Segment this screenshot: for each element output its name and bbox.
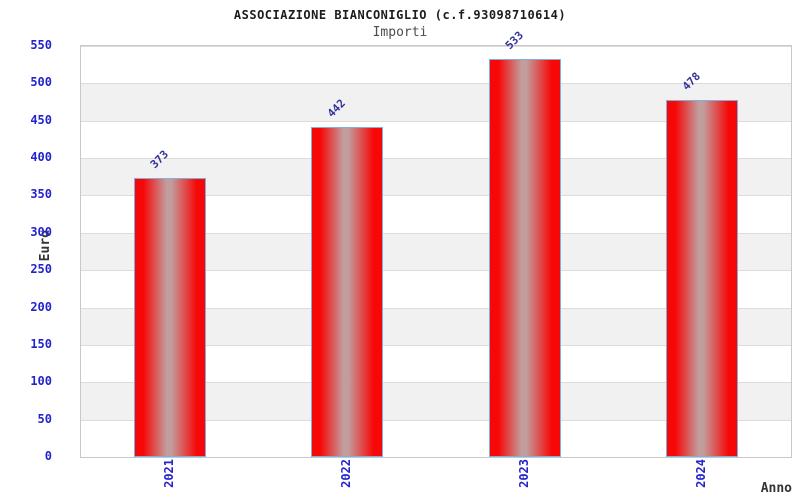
y-tick-label: 100 bbox=[30, 374, 52, 389]
y-tick-label: 550 bbox=[30, 38, 52, 52]
x-axis-label: Anno bbox=[760, 481, 792, 496]
x-tick-label-2021: 2021 bbox=[161, 459, 176, 488]
gridline bbox=[81, 83, 791, 85]
x-axis-ticks: 2021 2022 2023 2024 bbox=[81, 459, 791, 499]
x-tick-label-2023: 2023 bbox=[516, 459, 531, 488]
bar-2023 bbox=[488, 58, 561, 457]
gridline bbox=[81, 232, 791, 234]
plot-area: 373 442 533 478 bbox=[80, 28, 792, 458]
x-tick-label-2024: 2024 bbox=[694, 459, 709, 488]
y-axis-ticks: 0 50 100 150 200 250 300 350 400 450 500 550 bbox=[0, 38, 66, 463]
gridline bbox=[81, 195, 791, 197]
bar-2021 bbox=[133, 178, 206, 457]
chart-subtitle: Importi bbox=[372, 25, 428, 40]
y-tick-label: 350 bbox=[30, 187, 52, 202]
y-tick-label: 250 bbox=[30, 262, 52, 277]
chart-title: ASSOCIAZIONE BIANCONIGLIO (c.f.930987106… bbox=[233, 8, 567, 22]
y-tick-label: 0 bbox=[44, 449, 52, 463]
gridline bbox=[81, 270, 791, 272]
bar-2024 bbox=[666, 99, 739, 457]
y-tick-label: 150 bbox=[30, 336, 52, 351]
y-tick-label: 500 bbox=[30, 75, 52, 90]
x-tick-label-2022: 2022 bbox=[339, 459, 354, 488]
gridline bbox=[81, 382, 791, 384]
gridline bbox=[81, 46, 791, 47]
gridline bbox=[81, 419, 791, 421]
y-tick-label: 450 bbox=[30, 112, 52, 127]
gridline bbox=[81, 120, 791, 122]
y-tick-label: 300 bbox=[30, 224, 52, 239]
gridline bbox=[81, 344, 791, 346]
gridline bbox=[81, 158, 791, 160]
gridline bbox=[81, 307, 791, 309]
y-tick-label: 200 bbox=[30, 299, 52, 314]
y-tick-label: 400 bbox=[30, 150, 52, 165]
y-tick-label: 50 bbox=[37, 411, 52, 426]
bar-2022 bbox=[311, 126, 384, 457]
